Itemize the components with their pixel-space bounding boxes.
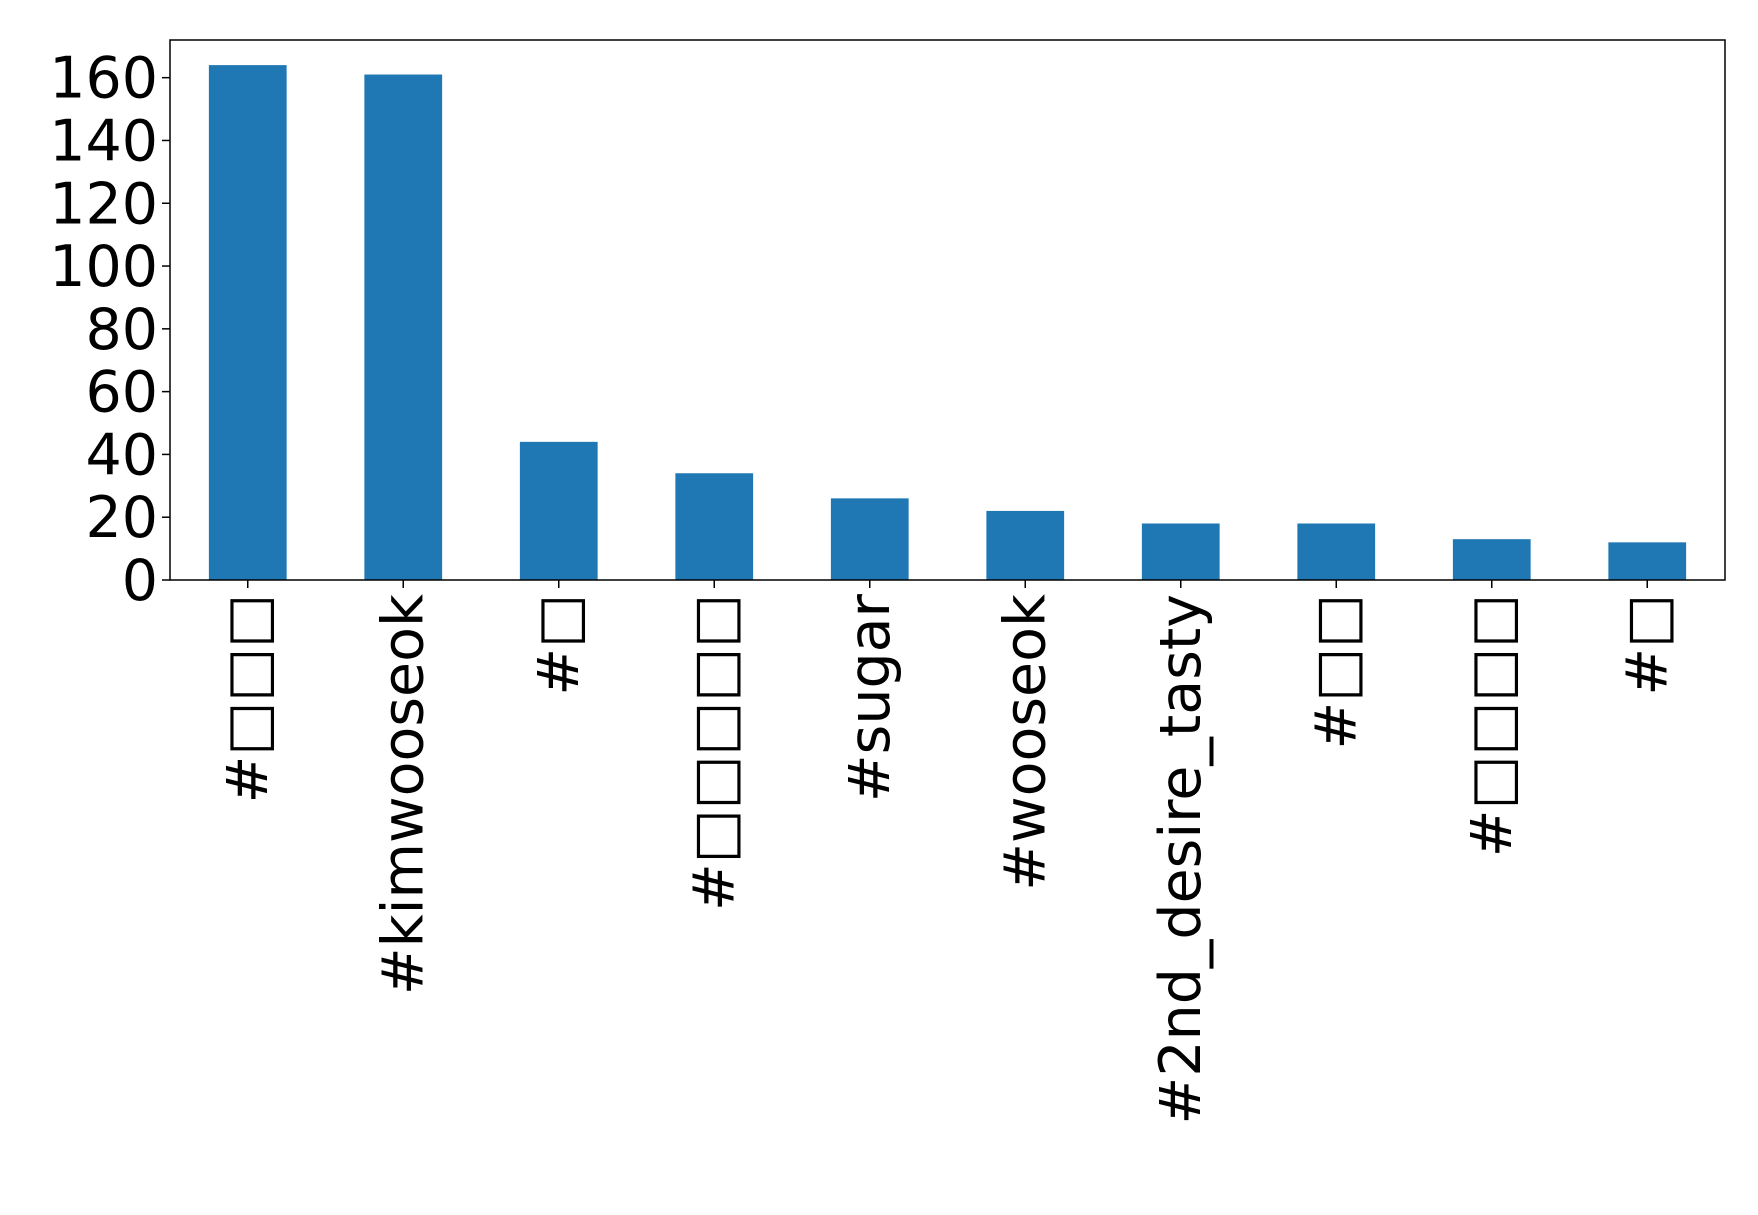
x-axis: #□□□ #kimwooseok #□ #□□□□□ #sugar #wooseok #2n… <box>215 580 1680 1124</box>
plot-frame <box>169 39 1726 581</box>
y-tick-label-0: 0 <box>122 548 158 614</box>
y-tick-label-8: 160 <box>49 46 158 112</box>
y-tick-label-1: 20 <box>85 485 158 551</box>
x-tick-label-3: #□□□□□ <box>681 594 747 911</box>
bar-1 <box>364 74 443 580</box>
y-tick-label-2: 40 <box>85 422 158 488</box>
bar-0 <box>208 65 287 581</box>
bar-9 <box>1608 542 1687 580</box>
x-tick-label-1: #kimwooseok <box>370 594 436 995</box>
y-tick-label-3: 60 <box>85 360 158 426</box>
bar-6 <box>1141 523 1220 580</box>
bars-layer <box>208 65 1687 581</box>
y-tick-label-6: 120 <box>49 171 158 237</box>
x-tick-label-5: #wooseok <box>992 594 1058 891</box>
x-tick-label-4: #sugar <box>837 593 903 802</box>
y-tick-label-5: 100 <box>49 234 158 300</box>
bar-3 <box>675 473 754 580</box>
bar-2 <box>519 441 598 580</box>
y-tick-label-4: 80 <box>85 297 158 363</box>
bar-7 <box>1297 523 1376 580</box>
x-tick-label-7: #□□ <box>1303 594 1369 749</box>
x-tick-label-6: #2nd_desire_tasty <box>1148 594 1214 1124</box>
x-tick-label-8: #□□□□ <box>1459 594 1525 857</box>
x-tick-label-0: #□□□ <box>215 594 281 803</box>
bar-5 <box>986 510 1065 580</box>
y-tick-label-7: 140 <box>49 108 158 174</box>
bar-4 <box>830 498 909 580</box>
x-tick-label-2: #□ <box>526 594 592 696</box>
bar-8 <box>1452 539 1531 580</box>
x-tick-label-9: #□ <box>1614 594 1680 696</box>
